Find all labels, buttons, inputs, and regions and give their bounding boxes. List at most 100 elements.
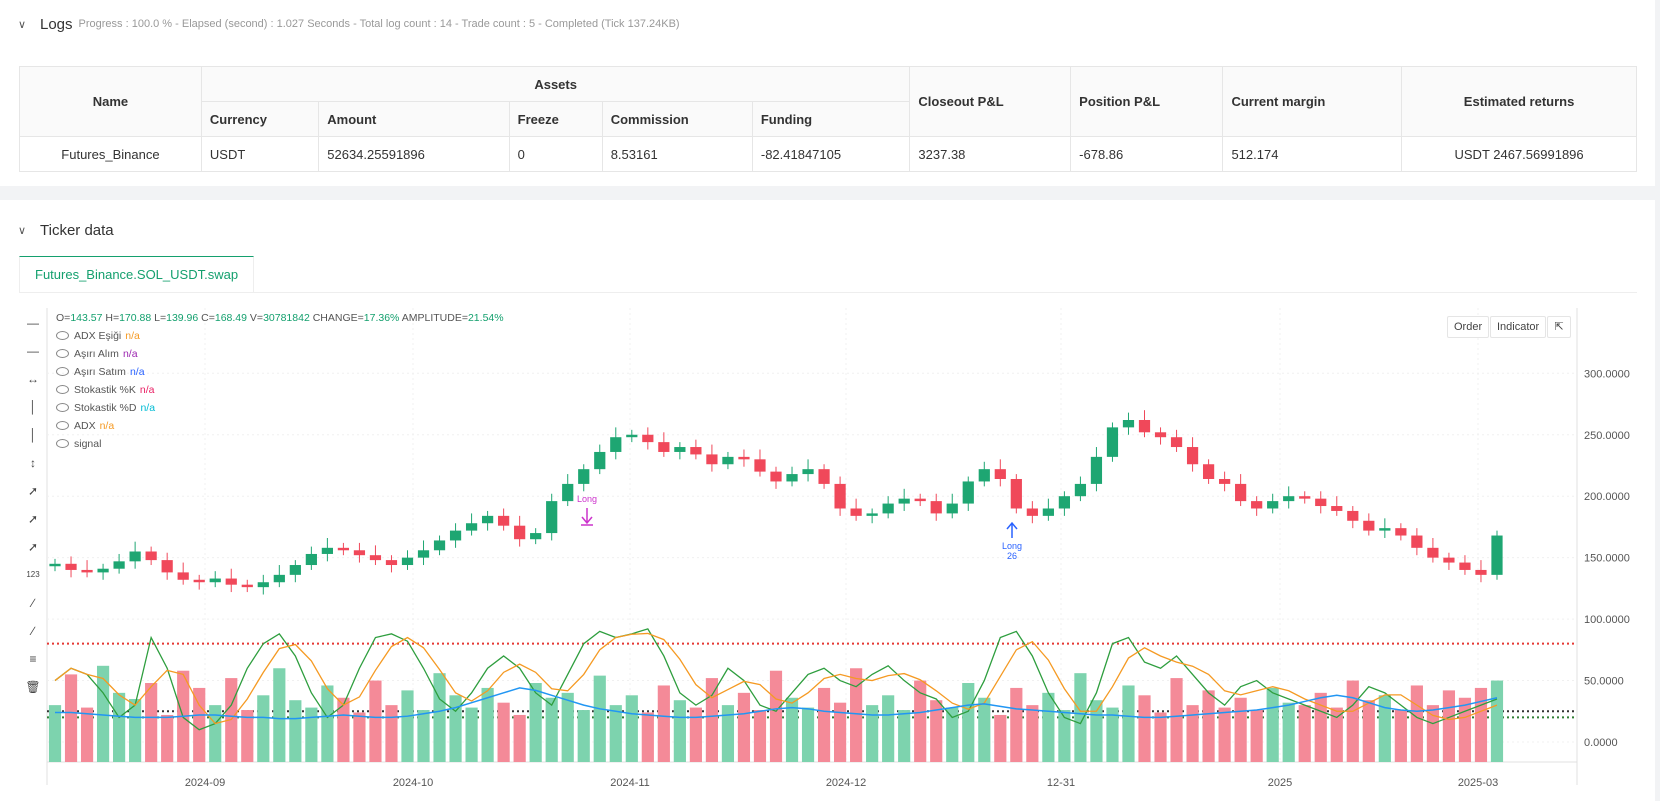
fullscreen-icon[interactable]: ⇱	[1547, 316, 1571, 338]
tab-sol-usdt-swap[interactable]: Futures_Binance.SOL_USDT.swap	[19, 256, 255, 293]
trend-line-icon[interactable]: ➚	[27, 484, 39, 498]
volume-bar	[433, 673, 446, 762]
fib-channel-icon[interactable]: ∕	[31, 624, 34, 638]
volume-bar	[1474, 687, 1488, 762]
legend-signal[interactable]: signal	[56, 438, 101, 450]
ohlc-o-label: O=	[56, 312, 71, 324]
ohlc-change: 17.36%	[363, 312, 400, 324]
legend-stoch-k[interactable]: Stokastik %K n/a	[56, 384, 154, 396]
candle-body	[113, 561, 125, 569]
volume-bar	[529, 683, 542, 762]
candle-body	[658, 442, 670, 452]
col-assets: Assets	[200, 66, 911, 102]
price-label-icon[interactable]: 123	[26, 570, 40, 579]
candle-body	[1267, 501, 1279, 509]
candle-body	[177, 572, 189, 580]
volume-bar	[80, 707, 94, 762]
chevron-down-icon[interactable]: ∨	[18, 18, 27, 31]
logs-title: Logs	[40, 15, 73, 33]
legend-label: Stokastik %K	[74, 384, 136, 396]
trash-icon[interactable]: 🗑	[25, 680, 41, 694]
eye-icon[interactable]	[56, 385, 69, 394]
x-tick-label: 2024-10	[393, 777, 433, 789]
y-tick-label: 100.0000	[1584, 614, 1630, 626]
col-funding: Funding	[751, 101, 911, 137]
table-row: Futures_Binance USDT 52634.25591896 0 8.…	[19, 136, 1637, 172]
candle-body	[1459, 562, 1471, 570]
volume-bar	[801, 707, 815, 762]
candle-body	[962, 481, 974, 504]
volume-bar	[1362, 700, 1375, 762]
logs-subtitle: Progress : 100.0 % - Elapsed (second) : …	[78, 18, 680, 30]
vertical-ray-icon[interactable]: ↕	[30, 456, 36, 470]
volume-bar	[449, 695, 462, 762]
candle-body	[1058, 496, 1071, 509]
volume-bar	[817, 687, 831, 762]
crosshair-tool-icon[interactable]: —	[27, 316, 39, 330]
candle-body	[1106, 427, 1119, 457]
candle-body	[786, 474, 798, 482]
volume-bar	[1186, 705, 1199, 762]
legend-overbought[interactable]: Aşırı Alım n/a	[56, 348, 138, 360]
candle-body	[834, 483, 846, 509]
fib-retracement-icon[interactable]: ≡	[29, 652, 37, 666]
volume-bar	[737, 692, 751, 762]
ray-line-icon[interactable]: ➚	[27, 512, 39, 526]
ticker-header[interactable]: ∨ Ticker data	[18, 218, 114, 242]
eye-icon[interactable]	[56, 439, 69, 448]
volume-bar	[113, 692, 126, 762]
volume-bar	[850, 668, 863, 762]
trade-marker-label: Long	[577, 494, 597, 504]
volume-bar	[753, 710, 767, 762]
chevron-down-icon[interactable]: ∨	[18, 224, 27, 237]
ohlc-amp: 21.54%	[467, 312, 504, 324]
eye-icon[interactable]	[56, 349, 69, 358]
volume-bar	[1106, 707, 1119, 762]
volume-bar	[577, 710, 590, 762]
volume-bar	[1170, 678, 1183, 762]
vertical-segment-icon[interactable]: │	[29, 428, 37, 442]
volume-bar	[1266, 687, 1279, 762]
y-tick-label: 0.0000	[1584, 737, 1618, 749]
candle-body	[514, 525, 526, 540]
arrow-line-icon[interactable]: ➚	[27, 540, 39, 554]
volume-bar	[1282, 702, 1295, 762]
adx-line	[55, 687, 1498, 720]
eye-icon[interactable]	[56, 331, 69, 340]
candle-body	[1411, 535, 1423, 548]
candle-body	[1122, 420, 1135, 428]
legend-oversold[interactable]: Aşırı Satım n/a	[56, 366, 145, 378]
indicator-button[interactable]: Indicator	[1490, 316, 1547, 338]
eye-icon[interactable]	[56, 367, 69, 376]
parallel-channel-icon[interactable]: ∕	[31, 596, 34, 610]
candle-body	[81, 569, 93, 573]
volume-bar	[209, 705, 222, 762]
order-button[interactable]: Order	[1447, 316, 1490, 338]
candle-body	[850, 508, 862, 516]
candle-body	[289, 565, 301, 575]
y-tick-label: 200.0000	[1584, 491, 1630, 503]
logs-header[interactable]: ∨ Logs Progress : 100.0 % - Elapsed (sec…	[18, 12, 680, 36]
horizontal-ray-icon[interactable]: ↔	[27, 372, 39, 386]
vertical-line-icon[interactable]: │	[29, 400, 37, 414]
volume-bar	[705, 678, 719, 762]
legend-adx-threshold[interactable]: ADX Eşiği n/a	[56, 330, 140, 342]
volume-bar	[1490, 680, 1504, 762]
candle-body	[498, 515, 510, 526]
legend-stoch-d[interactable]: Stokastik %D n/a	[56, 402, 155, 414]
candle-body	[401, 557, 414, 566]
x-tick-label: 12-31	[1047, 777, 1075, 789]
eye-icon[interactable]	[56, 403, 69, 412]
candle-body	[706, 454, 718, 465]
legend-value: n/a	[140, 402, 156, 414]
volume-bar	[193, 687, 206, 762]
volume-bar	[1426, 705, 1439, 762]
candle-body	[1283, 496, 1295, 502]
eye-icon[interactable]	[56, 421, 69, 430]
horizontal-line-icon[interactable]: —	[27, 344, 39, 358]
legend-value: n/a	[99, 420, 115, 432]
volume-bar	[1202, 690, 1215, 762]
legend-adx[interactable]: ADX n/a	[56, 420, 114, 432]
volume-bar	[369, 680, 382, 762]
